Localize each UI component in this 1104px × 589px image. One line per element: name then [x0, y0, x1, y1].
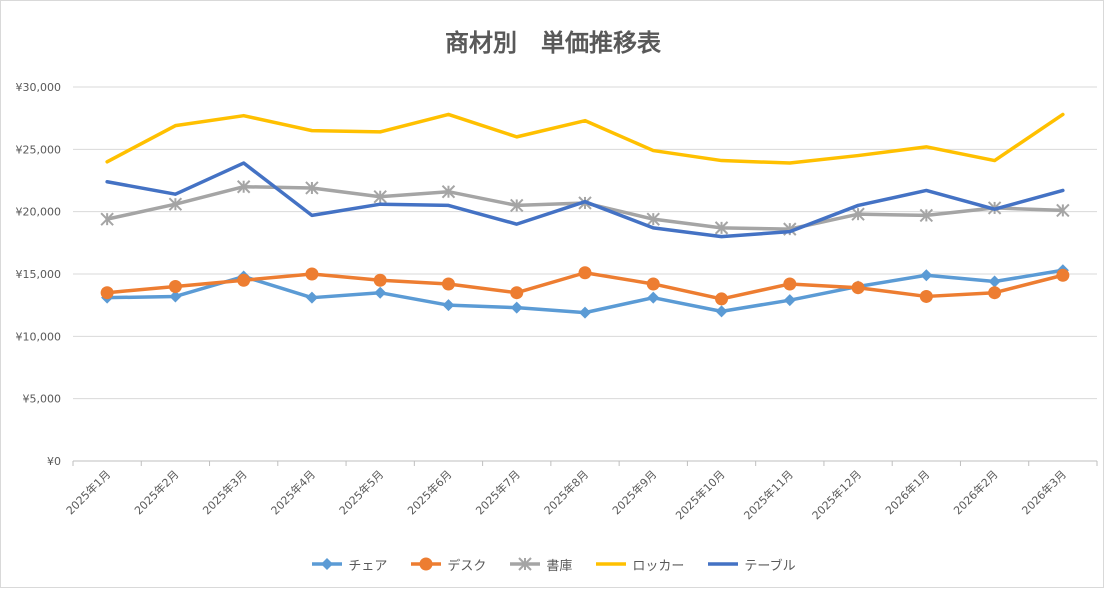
legend-item: チェア — [310, 555, 387, 574]
data-point — [419, 557, 433, 571]
series-ロッカー — [105, 112, 1065, 165]
data-point — [510, 301, 523, 314]
data-point — [783, 277, 797, 291]
data-point — [510, 198, 524, 213]
data-point — [168, 197, 183, 211]
data-point — [305, 291, 318, 304]
legend-label: テーブル — [744, 558, 796, 574]
x-tick-label: 2026年3月 — [1019, 467, 1069, 517]
legend-swatch — [708, 562, 739, 566]
y-tick-label: ¥15,000 — [16, 268, 62, 281]
data-point — [441, 277, 455, 291]
x-tick-label: 2025年7月 — [473, 467, 523, 517]
data-point — [305, 267, 319, 281]
legend-label: ロッカー — [632, 558, 685, 574]
x-tick-label: 2025年5月 — [336, 467, 386, 517]
data-point — [851, 281, 865, 295]
data-point — [169, 290, 182, 303]
x-tick-label: 2025年12月 — [809, 467, 864, 522]
data-point — [374, 286, 387, 299]
series-line — [105, 112, 1065, 165]
x-tick-label: 2025年9月 — [609, 467, 659, 517]
legend-label: デスク — [447, 558, 487, 574]
x-tick-label: 2025年2月 — [131, 467, 181, 517]
data-point — [714, 221, 729, 235]
data-point — [236, 180, 251, 194]
legend-item: テーブル — [706, 555, 796, 574]
y-tick-label: ¥20,000 — [16, 206, 62, 219]
data-point — [510, 286, 524, 300]
legend-swatch — [596, 562, 627, 566]
legend-label: チェア — [348, 558, 388, 574]
data-point — [100, 286, 114, 300]
series-line — [105, 161, 1065, 239]
data-point — [237, 273, 251, 287]
x-tick-label: 2025年3月 — [200, 467, 250, 517]
data-point — [168, 279, 182, 293]
y-tick-label: ¥5,000 — [23, 393, 62, 406]
data-point — [646, 212, 660, 226]
data-point — [647, 291, 660, 304]
x-tick-label: 2025年8月 — [541, 467, 591, 517]
data-point — [579, 306, 591, 319]
legend-item: デスク — [409, 555, 486, 574]
x-tick-label: 2026年2月 — [951, 467, 1001, 517]
legend-item: ロッカー — [594, 555, 684, 574]
data-point — [441, 185, 456, 199]
data-point — [578, 266, 592, 280]
legend: チェア デスク 書庫 ロッカー テーブル — [1, 552, 1104, 576]
data-point — [646, 277, 660, 291]
data-point — [783, 294, 796, 307]
data-point — [919, 208, 934, 223]
data-point — [715, 292, 729, 306]
x-tick-label: 2026年1月 — [882, 467, 932, 517]
x-tick-label: 2025年4月 — [268, 467, 318, 517]
y-tick-label: ¥10,000 — [16, 330, 62, 343]
legend-swatch — [312, 558, 343, 570]
x-tick-label: 2025年11月 — [741, 467, 796, 522]
data-point — [1056, 268, 1070, 282]
data-point — [321, 558, 334, 570]
legend-item: 書庫 — [508, 555, 572, 574]
series-書庫 — [100, 180, 1070, 236]
data-point — [851, 207, 865, 221]
data-point — [305, 181, 319, 195]
data-point — [988, 286, 1002, 300]
data-point — [100, 212, 114, 226]
data-point — [518, 557, 533, 571]
data-point — [988, 275, 1001, 288]
data-point — [919, 289, 933, 303]
series-テーブル — [105, 161, 1065, 239]
x-tick-label: 2025年1月 — [63, 467, 113, 517]
data-point — [373, 189, 387, 204]
data-point — [442, 299, 455, 312]
chart-title: 商材別 単価推移表 — [445, 29, 661, 57]
y-tick-label: ¥30,000 — [16, 81, 62, 94]
data-point — [920, 269, 933, 282]
series-デスク — [100, 266, 1070, 306]
data-point — [373, 273, 387, 287]
legend-swatch — [510, 557, 541, 571]
data-point — [715, 305, 728, 318]
data-point — [1056, 203, 1070, 218]
x-tick-label: 2025年6月 — [404, 467, 454, 517]
legend-label: 書庫 — [546, 558, 573, 574]
legend-swatch — [411, 557, 442, 571]
y-tick-label: ¥0 — [47, 455, 61, 468]
x-tick-label: 2025年10月 — [673, 467, 728, 522]
y-tick-label: ¥25,000 — [16, 143, 62, 156]
